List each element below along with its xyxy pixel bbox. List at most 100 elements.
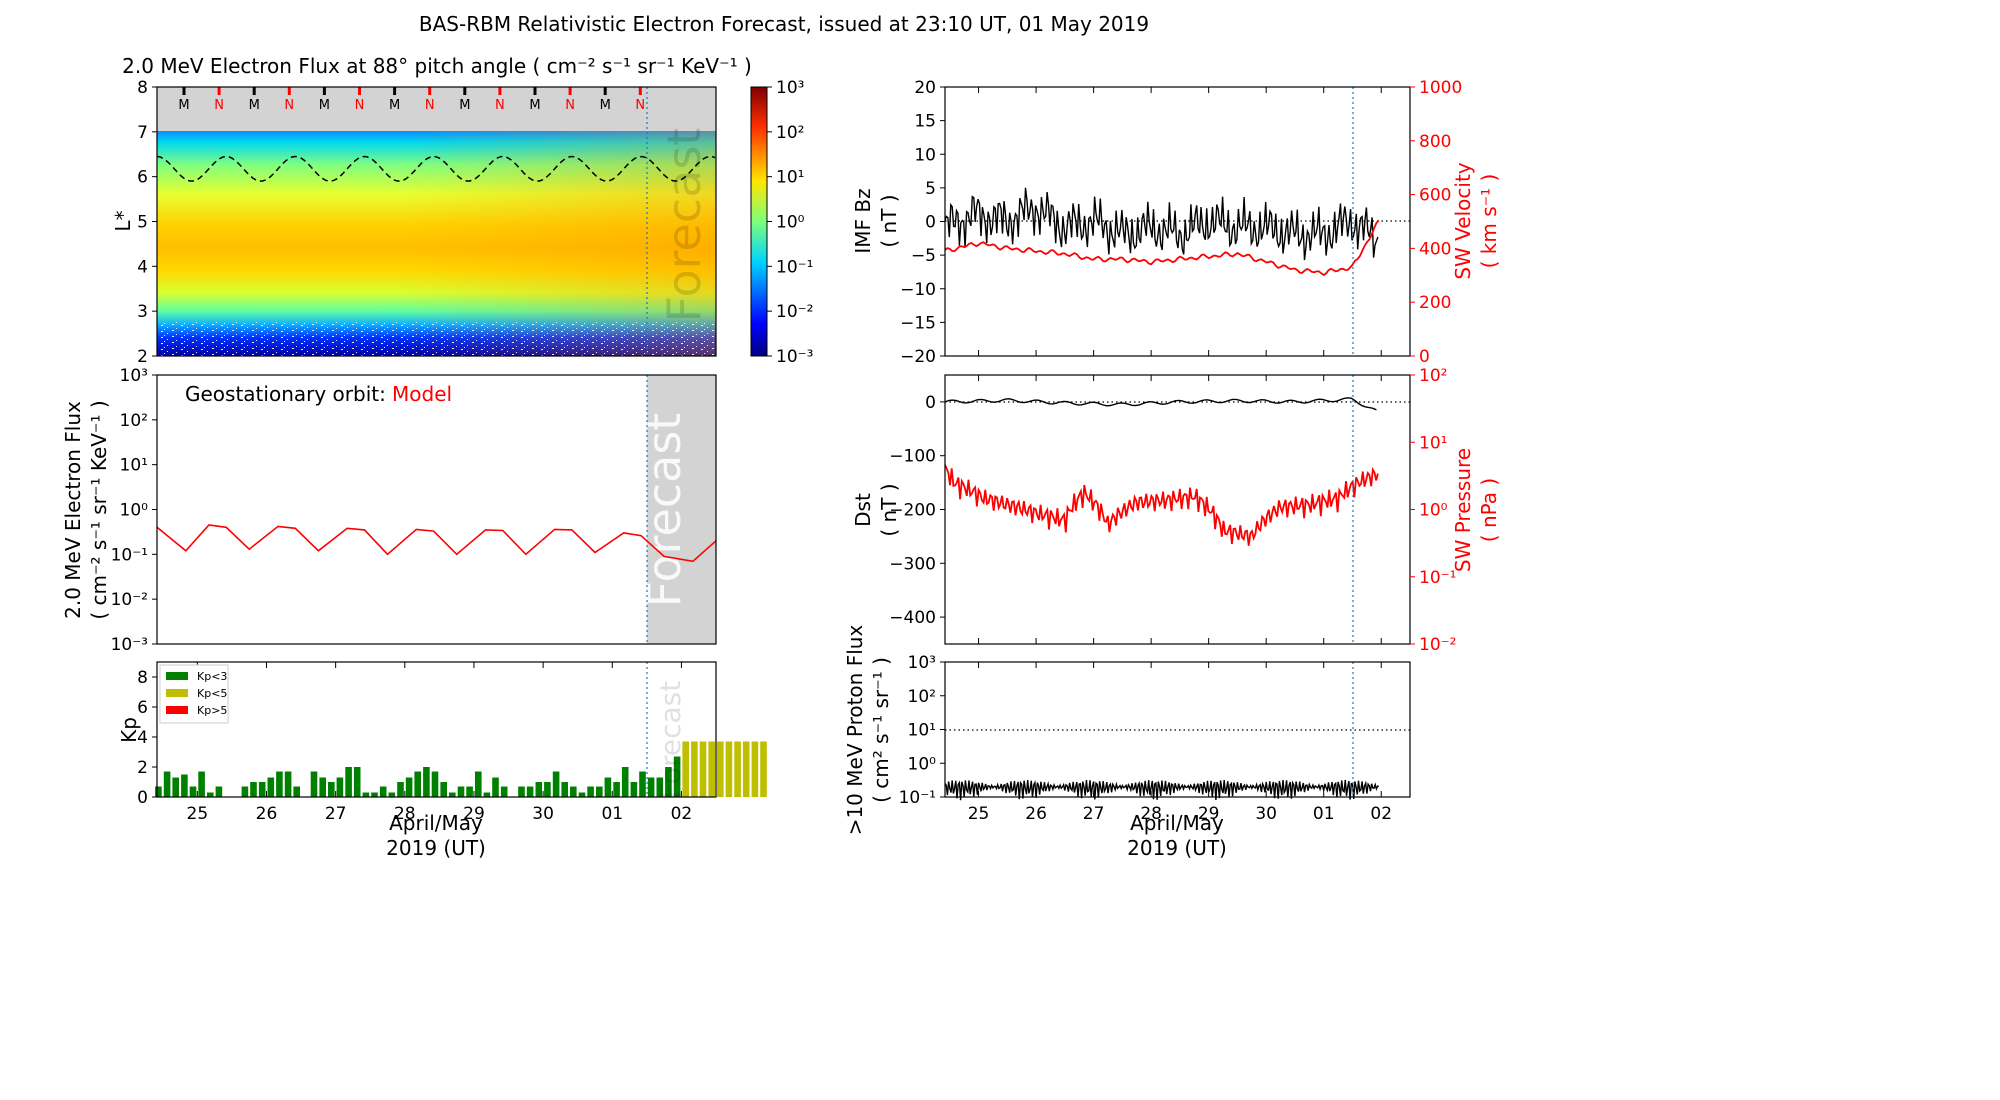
y-tick-label: 5 — [925, 179, 936, 199]
y-tick-label: 10² — [908, 687, 936, 707]
x-tick-label: 28 — [394, 804, 416, 824]
y-tick-label: 10⁰ — [1419, 501, 1448, 521]
proton-ylabel-line1: >10 MeV Proton Flux — [843, 625, 867, 836]
kp-bar — [656, 777, 664, 797]
kp-bar — [457, 786, 465, 797]
left-xlabel-line1: April/May — [389, 811, 483, 835]
y-tick-label: 10⁰ — [776, 213, 805, 233]
orbit-marker-label: M — [459, 98, 470, 113]
y-tick-label: 6 — [137, 698, 148, 718]
y-tick-label: 1000 — [1419, 78, 1462, 98]
kp-bar — [423, 767, 430, 797]
kp-bar — [639, 771, 646, 797]
kp-bar — [682, 741, 689, 797]
y-tick-label: 10³ — [908, 653, 936, 673]
kp-bar — [440, 782, 447, 797]
kp-bar — [163, 771, 171, 797]
kp-bar — [215, 786, 223, 797]
kp-bar — [500, 786, 508, 797]
x-tick-label: 29 — [463, 804, 485, 824]
kp-legend-label: Kp<3 — [197, 670, 227, 683]
y-tick-label: 10⁻³ — [776, 347, 813, 367]
imf-x-ticks — [978, 87, 1382, 356]
proton-flux-line — [944, 779, 1380, 801]
kp-bar — [189, 786, 197, 797]
dst-x-ticks — [978, 375, 1382, 644]
y-tick-label: 10² — [120, 411, 148, 431]
y-tick-label: 2 — [137, 758, 148, 778]
kp-bar — [518, 786, 525, 797]
y-tick-label: −15 — [900, 313, 936, 333]
sw-velocity-label-line1: SW Velocity — [1451, 162, 1475, 279]
geo-legend-prefix: Geostationary orbit: — [185, 382, 386, 406]
kp-legend-swatch-red — [166, 706, 188, 714]
x-tick-label: 26 — [1025, 804, 1047, 824]
orbit-marker-label: M — [600, 98, 611, 113]
kp-bar — [207, 792, 214, 797]
kp-bar — [310, 771, 318, 797]
kp-bar — [284, 771, 292, 797]
sw-velocity-label-line2: ( km s⁻¹ ) — [1477, 174, 1501, 269]
kp-legend: Kp<3 Kp<5 Kp>5 — [159, 664, 229, 724]
y-tick-label: 10 — [914, 145, 936, 165]
y-tick-label: −100 — [889, 447, 936, 467]
y-tick-label: 10¹ — [120, 456, 148, 476]
proton-x-ticks: 25 26 27 28 29 30 01 02 — [968, 662, 1392, 824]
geo-frame — [156, 374, 717, 645]
kp-bar — [647, 777, 655, 797]
y-tick-label: −400 — [889, 608, 936, 628]
kp-legend-label: Kp<5 — [197, 687, 227, 700]
y-tick-label: 10⁻² — [111, 590, 148, 610]
kp-bar — [665, 767, 672, 797]
y-tick-label: 400 — [1419, 239, 1451, 259]
kp-bar — [250, 782, 257, 797]
y-tick-label: 10³ — [120, 366, 148, 386]
y-tick-label: 10⁻² — [1419, 635, 1456, 655]
y-tick-label: 0 — [1419, 347, 1430, 367]
kp-bar — [483, 792, 491, 797]
right-xlabel-line1: April/May — [1130, 811, 1224, 835]
right-xlabel-line2: 2019 (UT) — [1127, 836, 1227, 860]
kp-bar — [630, 782, 638, 797]
kp-bar — [751, 741, 759, 797]
y-tick-label: 4 — [137, 728, 148, 748]
y-tick-label: 10¹ — [776, 168, 804, 188]
kp-bar — [258, 782, 266, 797]
orbit-marker-label: M — [529, 98, 540, 113]
x-tick-label: 01 — [601, 804, 623, 824]
y-tick-label: 800 — [1419, 132, 1451, 152]
geo-flux-panel: Forecast 10⁻³ 10⁻² 10⁻¹ 10⁰ 10¹ 10² 10³ Geosta… — [61, 366, 717, 655]
y-tick-label: 10⁻³ — [111, 635, 148, 655]
imf-bz-line — [944, 187, 1379, 261]
flux-map-ylabel: L* — [111, 210, 135, 231]
kp-bar — [336, 777, 344, 797]
kp-bar — [552, 771, 560, 797]
kp-bar — [475, 771, 482, 797]
kp-bar — [717, 741, 724, 797]
geo-y-ticks: 10⁻³ 10⁻² 10⁻¹ 10⁰ 10¹ 10² 10³ — [111, 366, 157, 655]
kp-bar — [241, 786, 249, 797]
y-tick-label: 2 — [137, 347, 148, 367]
kp-bar — [526, 786, 534, 797]
y-tick-label: 10⁰ — [120, 501, 149, 521]
flux-map-panel: 2.0 MeV Electron Flux at 88° pitch angle… — [111, 54, 813, 367]
orbit-marker-label: M — [178, 98, 189, 113]
colorbar-ticks: 10⁻³ 10⁻² 10⁻¹ 10⁰ 10¹ 10² 10³ — [767, 78, 813, 367]
orbit-marker-label: M — [249, 98, 260, 113]
dst-ylabel-line1: Dst — [851, 493, 875, 527]
x-tick-label: 30 — [1255, 804, 1277, 824]
kp-legend-swatch-olive — [166, 689, 188, 697]
proton-y-ticks: 10⁻¹ 10⁰ 10¹ 10² 10³ — [899, 653, 945, 808]
y-tick-label: 10⁻¹ — [111, 545, 148, 565]
kp-bar — [267, 777, 275, 797]
geo-ylabel-line2: ( cm⁻² s⁻¹ sr⁻¹ KeV⁻¹ ) — [87, 400, 111, 619]
kp-ylabel: Kp — [117, 717, 141, 743]
kp-bars — [155, 741, 767, 797]
x-tick-label: 28 — [1140, 804, 1162, 824]
kp-bar — [466, 786, 473, 797]
y-tick-label: −200 — [889, 501, 936, 521]
y-tick-label: 15 — [914, 112, 936, 132]
y-tick-label: 0 — [925, 393, 936, 413]
